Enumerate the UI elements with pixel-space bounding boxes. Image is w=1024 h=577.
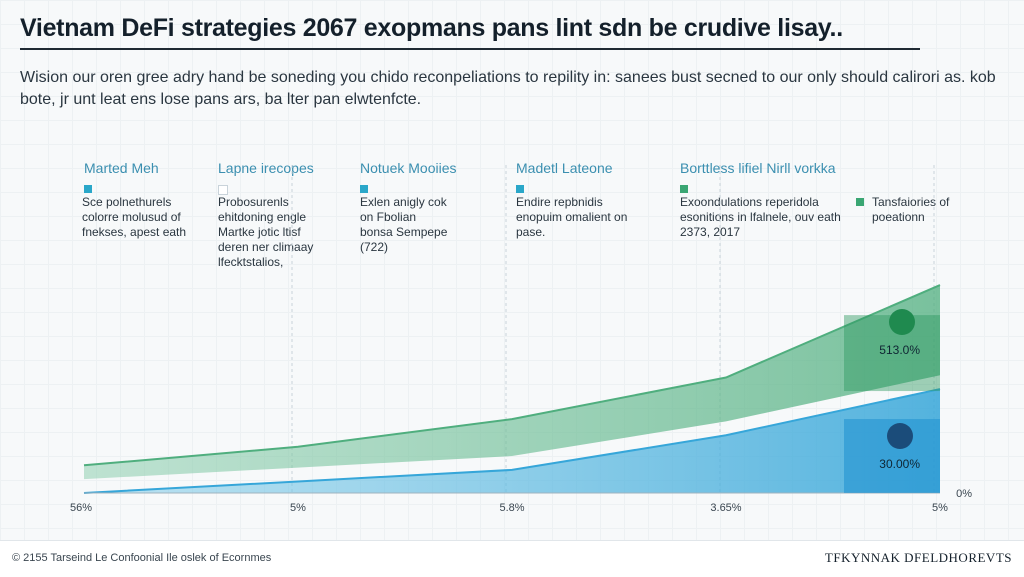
stage-column: Marted Meh [84,160,159,193]
stage-description-line: 2373, 2017 [680,225,741,239]
stage-description-line: pase. [516,225,546,239]
title-underline [20,48,920,50]
right-axis-label: 0% [956,488,972,500]
footer-bar [0,540,1024,577]
stage-label: Borttless lifiel Nirll vorkka [680,160,836,176]
footer-copyright: © 2155 Tarseind Le Confoonial Ile oslek … [12,552,272,564]
x-tick-label: 5% [290,502,306,514]
legend-label: Tansfaiories of poeationn [872,195,950,224]
x-tick-label: 5% [932,502,948,514]
stage-label: Notuek Mooiies [360,160,457,176]
stage-marker [680,185,688,193]
stage-description-line: ehitdoning engle [218,210,307,224]
stage-description-line: Probosurenls [218,195,289,209]
area-chart: 513.0% 30.00% 56% 5% 5.8% 3.65% 5% 0% [70,165,972,514]
marker-circle [889,309,915,335]
stage-column: Borttless lifiel Nirll vorkka [680,160,836,193]
stage-label: Lapne irecopes [218,160,314,176]
stage-description-line: on Fbolian [360,210,417,224]
stage-description-line: (722) [360,240,389,254]
marker-value-label: 513.0% [879,343,920,357]
stage-marker [218,185,228,195]
stage-marker [84,185,92,193]
chart-legend: Tansfaiories of poeationn [856,195,972,225]
series-area-green [84,285,940,480]
stage-description: Endire repbnidis enopuim omalient on pase. [516,195,627,240]
series-area-blue [84,389,940,493]
series-line-green [83,284,941,467]
stage-description-line: lfecktstalios, [218,255,284,269]
stage-description-line: fnekses, apest eath [82,225,187,239]
stage-description-line: deren ner climaay [218,240,314,254]
stage-description-line: enopuim omalient on [516,210,628,224]
page-subtitle: Wision our oren gree adry hand be sonedi… [20,69,996,108]
stage-label: Madetl Lateone [516,160,613,176]
x-tick-label: 56% [70,502,92,514]
series-line-blue [83,388,941,494]
footer-brand: TFKYNNAK DFELDHOREVTS [824,550,1012,565]
stage-column: Notuek Mooiies [360,160,457,193]
stage-marker [516,185,524,193]
x-tick-label: 3.65% [710,502,741,514]
marker-circle [887,423,913,449]
stage-label: Marted Meh [84,160,159,176]
stage-description-line: Exoondulations reperidola [680,195,819,209]
stage-description: Exlen anigly cok on Fbolian bonsa Sempepe(… [360,195,447,255]
stage-description-line: Martke jotic ltisf [218,225,301,239]
marker-value-label: 30.00% [879,457,920,471]
stage-description-line: bonsa Sempepe [360,225,448,239]
stage-description: Sce polnethurels colorre molusud of fnekse… [82,195,186,240]
stage-column: Madetl Lateone [516,160,613,193]
stage-column: Lapne irecopes [218,160,314,195]
stage-marker [360,185,368,193]
stage-description: Probosurenls ehitdoning engle Martke jotic… [218,195,313,270]
stage-description-line: Endire repbnidis [516,195,603,209]
stage-description-line: colorre molusud of [82,210,181,224]
stage-description-line: Sce polnethurels [82,195,172,209]
x-tick-label: 5.8% [499,502,524,514]
stage-description-line: Exlen anigly cok [360,195,447,209]
page-title: Vietnam DeFi strategies 2067 exopmans pa… [20,14,843,42]
legend-swatch [856,198,864,206]
